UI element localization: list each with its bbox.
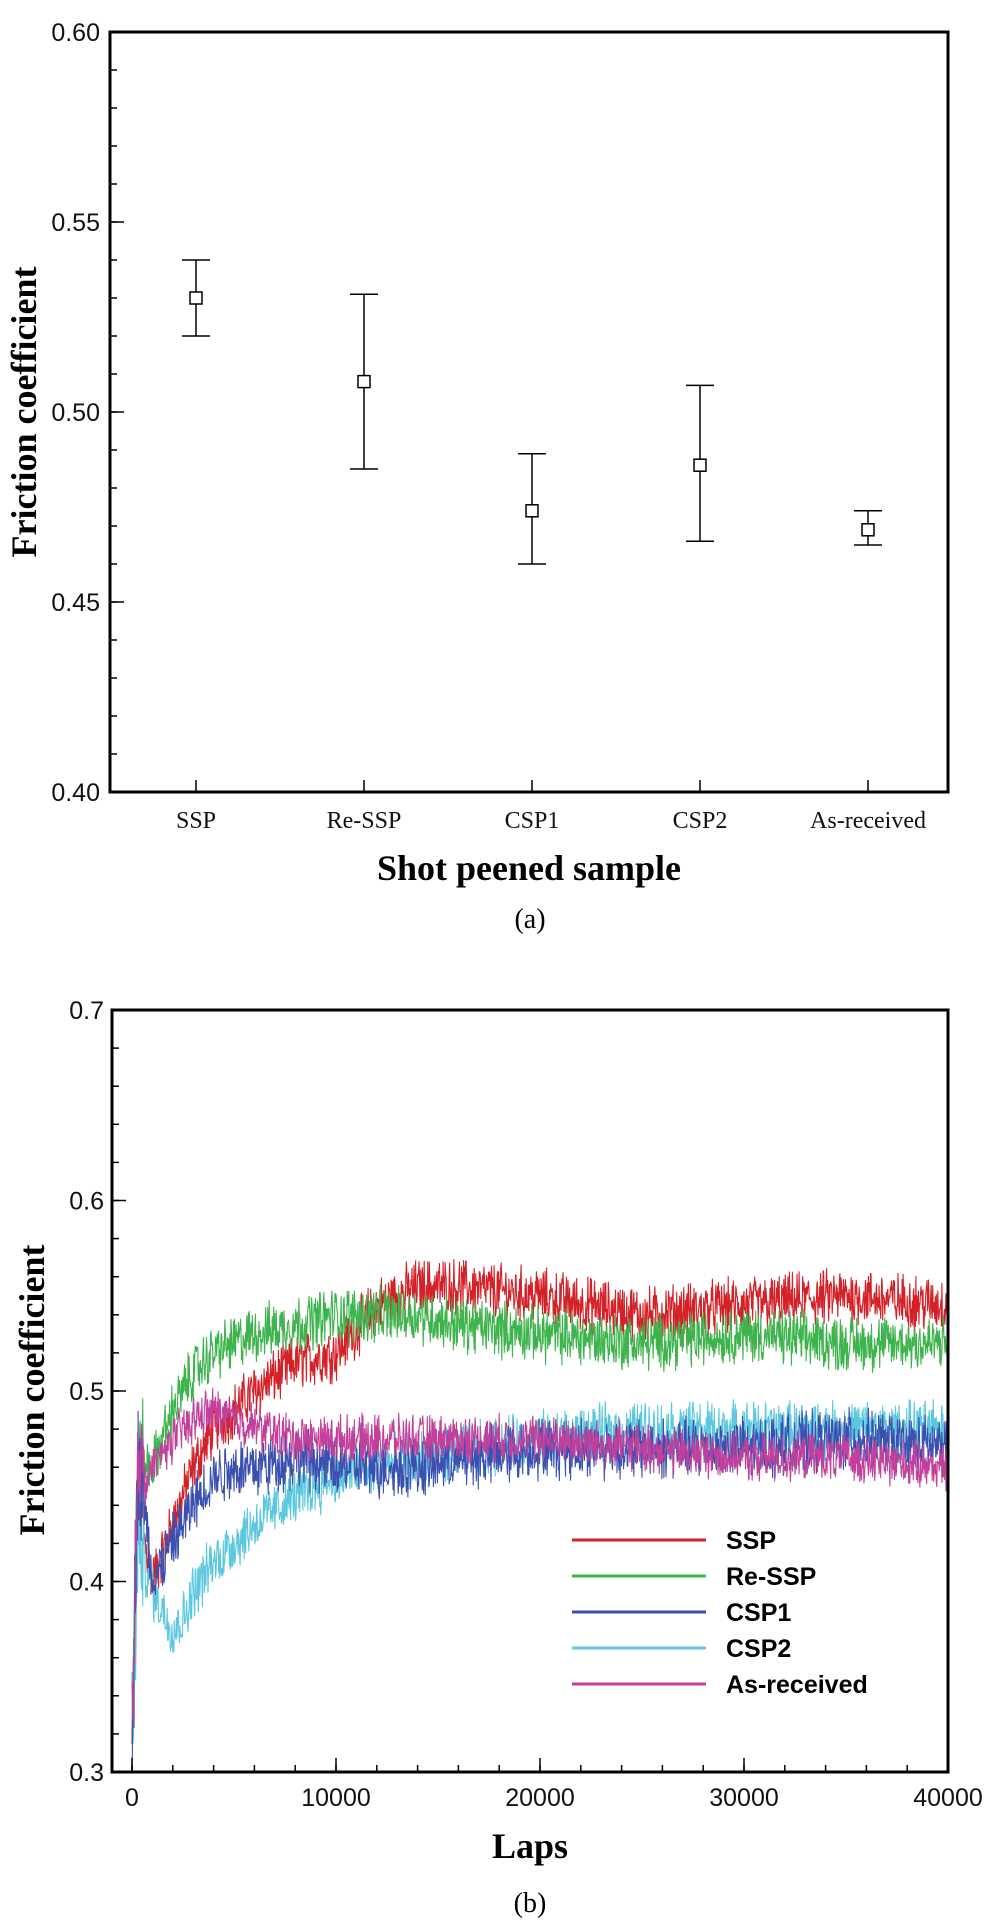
- panel-b-legend-label: CSP1: [726, 1599, 791, 1627]
- panel-a-x-axis-label: Shot peened sample: [377, 848, 681, 888]
- panel-b-x-tick-label: 20000: [505, 1784, 575, 1812]
- panel-b-y-tick-label: 0.6: [69, 1188, 104, 1216]
- panel-b-x-tick-label: 10000: [301, 1784, 371, 1812]
- panel-b-legend-label: Re-SSP: [726, 1563, 816, 1591]
- panel-b-legend: SSP Re-SSP CSP1 CSP2 As-received: [572, 1527, 868, 1699]
- panel-b-x-tick-label: 40000: [913, 1784, 983, 1812]
- panel-b-legend-label: CSP2: [726, 1635, 791, 1663]
- panel-a-y-tick-label: 0.55: [51, 209, 100, 237]
- panel-a: 0.40 0.45 0.50 0.55 0.60 SSP Re-SSP CSP1 CSP2 As-…: [4, 19, 950, 935]
- panel-a-y-axis-label: Friction coefficient: [4, 267, 44, 558]
- panel-b-ticks: 0.3 0.4 0.5 0.6 0.7 0 10000 20000 30000 40000: [69, 997, 983, 1812]
- panel-a-y-tick-label: 0.60: [51, 19, 100, 47]
- panel-a-y-tick-label: 0.50: [51, 399, 100, 427]
- panel-a-point: [861, 523, 875, 537]
- panel-a-category-label: Re-SSP: [327, 808, 402, 834]
- panel-b-legend-label: As-received: [726, 1671, 868, 1699]
- panel-b-series-line: [131, 1259, 948, 1745]
- panel-a-point: [693, 458, 707, 472]
- panel-b-y-tick-label: 0.5: [69, 1378, 104, 1406]
- panel-a-ticks: 0.40 0.45 0.50 0.55 0.60 SSP Re-SSP CSP1 CSP2 As-…: [51, 19, 926, 834]
- panel-b-series: [131, 1259, 948, 1772]
- panel-a-category-label: As-received: [810, 808, 926, 834]
- panel-a-point: [357, 374, 371, 389]
- panel-b-y-tick-label: 0.4: [69, 1569, 104, 1597]
- panel-a-y-tick-label: 0.40: [51, 779, 100, 807]
- panel-a-marks: [182, 259, 882, 565]
- panel-b-y-axis-label: Friction coefficient: [12, 1245, 52, 1536]
- panel-b-x-axis-label: Laps: [492, 1826, 568, 1866]
- panel-a-category-label: SSP: [176, 808, 216, 834]
- panel-b-frame: [110, 1008, 950, 1774]
- panel-b-caption: (b): [514, 1888, 547, 1919]
- panel-a-y-tick-label: 0.45: [51, 589, 100, 617]
- panel-b-y-tick-label: 0.3: [69, 1759, 104, 1787]
- panel-a-point: [189, 291, 203, 305]
- panel-b: 0.3 0.4 0.5 0.6 0.7 0 10000 20000 30000 40000 SSP…: [12, 997, 983, 1919]
- panel-b-series-line: [131, 1387, 948, 1722]
- panel-a-category-label: CSP1: [505, 808, 560, 834]
- panel-a-caption: (a): [514, 904, 545, 935]
- panel-b-x-tick-label: 0: [125, 1784, 139, 1812]
- panel-a-point: [525, 504, 539, 518]
- panel-b-series-line: [131, 1283, 948, 1718]
- panel-b-y-tick-label: 0.7: [69, 997, 104, 1025]
- panel-b-legend-label: SSP: [726, 1527, 776, 1555]
- panel-b-x-tick-label: 30000: [709, 1784, 779, 1812]
- panel-a-frame: [108, 30, 950, 794]
- panel-a-category-label: CSP2: [673, 808, 728, 834]
